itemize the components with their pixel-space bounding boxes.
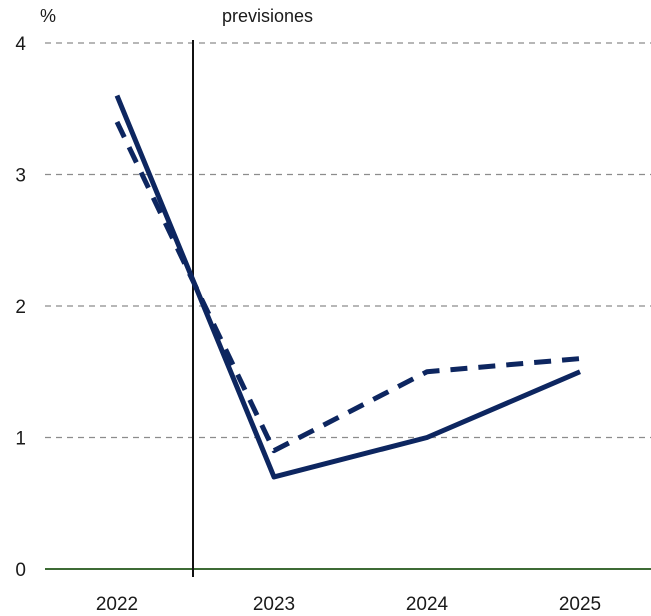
x-tick-labels: 2022 2023 2024 2025 — [96, 594, 601, 615]
x-tick-label: 2025 — [559, 594, 601, 615]
y-unit-label: % — [40, 6, 56, 26]
x-tick-label: 2022 — [96, 594, 138, 615]
y-tick-label: 0 — [15, 560, 26, 581]
series-line-dashed — [114, 120, 581, 454]
x-tick-label: 2024 — [406, 594, 449, 615]
y-tick-label: 2 — [15, 297, 26, 318]
y-tick-label: 1 — [15, 429, 26, 450]
y-tick-label: 4 — [15, 34, 26, 55]
forecast-annotation: previsiones — [222, 6, 313, 26]
y-tick-label: 3 — [15, 166, 26, 187]
x-tick-label: 2023 — [253, 594, 295, 615]
gridlines — [45, 42, 651, 439]
series-lines — [114, 94, 581, 480]
y-tick-labels: 0 1 2 3 4 — [15, 34, 26, 581]
series-line-solid — [114, 94, 581, 480]
